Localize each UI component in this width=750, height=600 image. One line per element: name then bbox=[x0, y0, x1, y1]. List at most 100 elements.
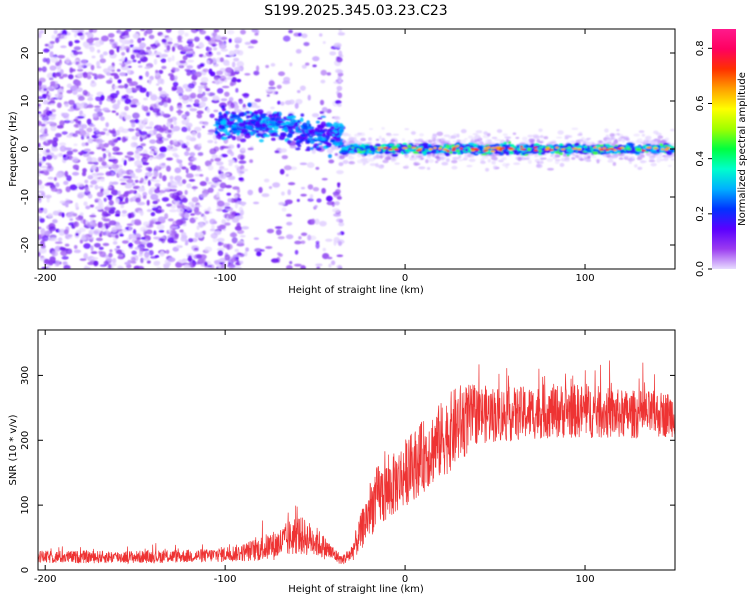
spectrogram-blob bbox=[189, 157, 197, 162]
spectrogram-blob bbox=[357, 153, 362, 158]
spectrogram-blob bbox=[61, 256, 69, 260]
spectrogram-blob bbox=[321, 187, 326, 194]
spectrogram-blob bbox=[223, 112, 228, 117]
spectrogram-blob bbox=[667, 164, 672, 167]
spectrogram-blob bbox=[191, 196, 199, 203]
spectrogram-blob bbox=[207, 92, 216, 97]
spectrogram-blob bbox=[47, 94, 51, 101]
spectrogram-blob bbox=[156, 112, 161, 116]
spectrogram-blob bbox=[66, 175, 72, 182]
spectrogram-blob bbox=[336, 57, 343, 63]
spectrogram-blob bbox=[317, 117, 323, 120]
spectrogram-blob bbox=[231, 77, 237, 83]
spectrogram-blob bbox=[197, 87, 203, 94]
spectrogram-blob bbox=[67, 212, 74, 217]
spectrogram-blob bbox=[65, 198, 70, 202]
spectrogram-blob bbox=[184, 151, 190, 157]
spectrogram-blob bbox=[236, 78, 242, 83]
spectrogram-blob bbox=[55, 71, 62, 77]
spectrogram-blob bbox=[109, 164, 113, 169]
spectrogram-blob bbox=[126, 179, 134, 184]
spectrogram-blob bbox=[490, 144, 497, 148]
spectrogram-blob bbox=[284, 199, 293, 205]
spectrogram-blob bbox=[599, 151, 607, 155]
spectrogram-blob bbox=[171, 67, 176, 71]
spectrogram-blob bbox=[146, 260, 151, 264]
spectrogram-blob bbox=[69, 120, 75, 124]
spectrogram-blob bbox=[315, 242, 320, 249]
spectrogram-blob bbox=[167, 237, 175, 243]
spectrogram-blob bbox=[116, 46, 120, 53]
spectrogram-blob bbox=[337, 145, 341, 149]
spectrogram-blob bbox=[411, 157, 417, 161]
spectrogram-blob bbox=[256, 251, 262, 257]
spectrogram-blob bbox=[571, 127, 579, 131]
spectrogram-blob bbox=[181, 197, 188, 203]
spectrogram-blob bbox=[169, 105, 174, 112]
spectrogram-blob bbox=[312, 186, 320, 192]
spectrogram-blob bbox=[121, 213, 127, 217]
spectrogram-blob bbox=[286, 139, 292, 144]
spectrogram-blob bbox=[396, 143, 400, 147]
spectrogram-blob bbox=[94, 184, 99, 190]
spectrogram-blob bbox=[55, 172, 63, 179]
spectrogram-blob bbox=[97, 165, 105, 169]
spectrogram-blob bbox=[217, 242, 224, 246]
spectrogram-blob bbox=[224, 254, 231, 261]
spectrogram-blob bbox=[154, 165, 160, 171]
spectrogram-blob bbox=[598, 144, 604, 147]
spectrogram-blob bbox=[218, 170, 222, 175]
spectrogram-blob bbox=[75, 167, 79, 171]
spectrogram-blob bbox=[171, 194, 177, 200]
spectrogram-blob bbox=[220, 153, 228, 158]
spectrogram-blob bbox=[234, 225, 243, 231]
spectrogram-blob bbox=[210, 158, 214, 163]
spectrogram-blob bbox=[66, 134, 73, 138]
spectrogram-blob bbox=[376, 154, 380, 160]
spectrogram-blob bbox=[44, 183, 52, 187]
spectrogram-blob bbox=[102, 242, 110, 247]
spectrogram-blob bbox=[149, 220, 155, 225]
spectrogram-blob bbox=[568, 135, 573, 138]
spectrogram-blob bbox=[131, 122, 136, 128]
spectrogram-blob bbox=[38, 80, 42, 87]
spectrogram-blob bbox=[299, 162, 308, 166]
spectrogram-blob bbox=[224, 91, 230, 97]
spectrogram-blob bbox=[211, 224, 215, 230]
spectrogram-blob bbox=[193, 102, 200, 107]
spectrogram-blob bbox=[239, 138, 247, 143]
spectrogram-blob bbox=[559, 143, 564, 146]
spectrogram-blob bbox=[218, 117, 223, 121]
spectrogram-blob bbox=[213, 47, 218, 51]
spectrogram-blob bbox=[93, 230, 99, 235]
spectrogram-blob bbox=[131, 182, 136, 186]
spectrogram-blob bbox=[121, 170, 127, 175]
spectrogram-blob bbox=[290, 115, 297, 119]
spectrogram-blob bbox=[270, 63, 276, 67]
spectrogram-blob bbox=[48, 226, 57, 232]
spectrogram-blob bbox=[286, 221, 293, 226]
spectrogram-blob bbox=[61, 212, 65, 218]
spectrogram-blob bbox=[51, 147, 59, 152]
spectrogram-blob bbox=[66, 89, 73, 94]
spectrogram-blob bbox=[173, 200, 180, 203]
spectrogram-blob bbox=[52, 137, 59, 143]
spectrogram-blob bbox=[200, 238, 204, 241]
spectrogram-blob bbox=[120, 44, 126, 51]
spectrogram-blob bbox=[60, 45, 67, 49]
spectrogram-blob bbox=[254, 248, 262, 253]
spectrogram-blob bbox=[101, 216, 106, 221]
spectrogram-blob bbox=[604, 128, 609, 133]
spectrogram-blob bbox=[233, 57, 240, 62]
spectrogram-blob bbox=[117, 190, 121, 196]
spectrogram-blob bbox=[538, 128, 543, 132]
spectrogram-blob bbox=[77, 151, 85, 155]
spectrogram-blob bbox=[244, 251, 248, 257]
spectrogram-blob bbox=[287, 189, 292, 196]
spectrogram-blob bbox=[155, 69, 159, 74]
spectrogram-blob bbox=[77, 68, 84, 72]
spectrogram-blob bbox=[141, 37, 145, 41]
spectrogram-blob bbox=[38, 226, 42, 230]
spectrogram-blob bbox=[554, 160, 560, 165]
